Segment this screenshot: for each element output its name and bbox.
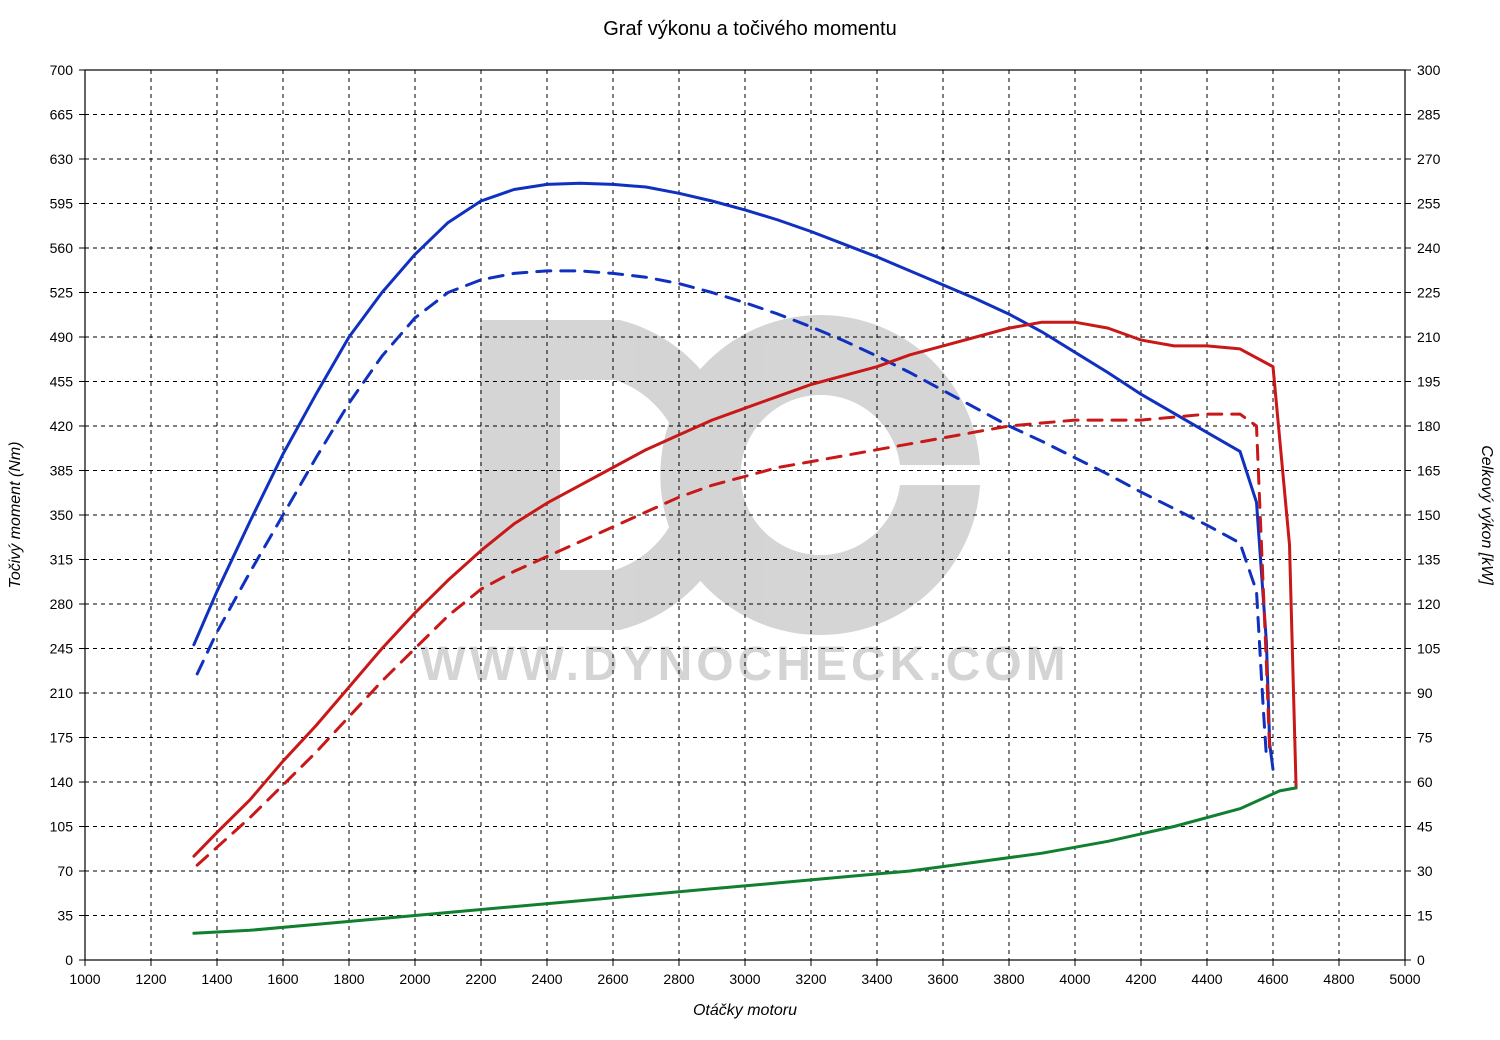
svg-text:490: 490 — [50, 329, 74, 345]
svg-text:4600: 4600 — [1257, 971, 1288, 987]
svg-text:1800: 1800 — [333, 971, 364, 987]
svg-text:3400: 3400 — [861, 971, 892, 987]
svg-text:30: 30 — [1417, 863, 1433, 879]
svg-text:15: 15 — [1417, 908, 1433, 924]
svg-text:420: 420 — [50, 418, 74, 434]
y-right-label: Celkový výkon [kW] — [1478, 445, 1495, 585]
svg-text:90: 90 — [1417, 685, 1433, 701]
svg-text:1200: 1200 — [135, 971, 166, 987]
svg-text:210: 210 — [50, 685, 74, 701]
svg-text:4000: 4000 — [1059, 971, 1090, 987]
x-axis-label: Otáčky motoru — [693, 1002, 797, 1019]
svg-text:2200: 2200 — [465, 971, 496, 987]
svg-text:280: 280 — [50, 596, 74, 612]
svg-text:165: 165 — [1417, 463, 1441, 479]
svg-text:665: 665 — [50, 107, 74, 123]
svg-text:2600: 2600 — [597, 971, 628, 987]
svg-text:0: 0 — [65, 952, 73, 968]
svg-text:5000: 5000 — [1389, 971, 1420, 987]
svg-text:1000: 1000 — [69, 971, 100, 987]
svg-text:700: 700 — [50, 62, 74, 78]
svg-text:385: 385 — [50, 463, 74, 479]
svg-text:135: 135 — [1417, 552, 1441, 568]
svg-text:60: 60 — [1417, 774, 1433, 790]
svg-text:2000: 2000 — [399, 971, 430, 987]
dyno-chart: WWW.DYNOCHECK.COM10001200140016001800200… — [0, 0, 1500, 1040]
svg-text:105: 105 — [1417, 641, 1441, 657]
y-left-label: Točivý moment (Nm) — [7, 442, 24, 589]
svg-text:300: 300 — [1417, 62, 1441, 78]
svg-text:140: 140 — [50, 774, 74, 790]
svg-text:0: 0 — [1417, 952, 1425, 968]
svg-text:4800: 4800 — [1323, 971, 1354, 987]
svg-text:560: 560 — [50, 240, 74, 256]
svg-text:255: 255 — [1417, 196, 1441, 212]
svg-text:315: 315 — [50, 552, 74, 568]
svg-text:3200: 3200 — [795, 971, 826, 987]
svg-text:45: 45 — [1417, 819, 1433, 835]
svg-text:175: 175 — [50, 730, 74, 746]
svg-text:105: 105 — [50, 819, 74, 835]
svg-text:75: 75 — [1417, 730, 1433, 746]
svg-text:120: 120 — [1417, 596, 1441, 612]
svg-text:4400: 4400 — [1191, 971, 1222, 987]
svg-text:4200: 4200 — [1125, 971, 1156, 987]
svg-text:1400: 1400 — [201, 971, 232, 987]
svg-text:3000: 3000 — [729, 971, 760, 987]
svg-text:150: 150 — [1417, 507, 1441, 523]
svg-text:350: 350 — [50, 507, 74, 523]
svg-text:180: 180 — [1417, 418, 1441, 434]
svg-text:245: 245 — [50, 641, 74, 657]
svg-text:225: 225 — [1417, 285, 1441, 301]
svg-text:3600: 3600 — [927, 971, 958, 987]
svg-text:3800: 3800 — [993, 971, 1024, 987]
svg-text:70: 70 — [57, 863, 73, 879]
svg-text:195: 195 — [1417, 374, 1441, 390]
svg-text:455: 455 — [50, 374, 74, 390]
svg-text:35: 35 — [57, 908, 73, 924]
svg-text:595: 595 — [50, 196, 74, 212]
svg-text:240: 240 — [1417, 240, 1441, 256]
svg-text:1600: 1600 — [267, 971, 298, 987]
svg-text:2800: 2800 — [663, 971, 694, 987]
svg-text:630: 630 — [50, 151, 74, 167]
svg-text:270: 270 — [1417, 151, 1441, 167]
svg-text:2400: 2400 — [531, 971, 562, 987]
svg-text:210: 210 — [1417, 329, 1441, 345]
chart-title: Graf výkonu a točivého momentu — [603, 18, 896, 40]
svg-text:285: 285 — [1417, 107, 1441, 123]
svg-text:525: 525 — [50, 285, 74, 301]
